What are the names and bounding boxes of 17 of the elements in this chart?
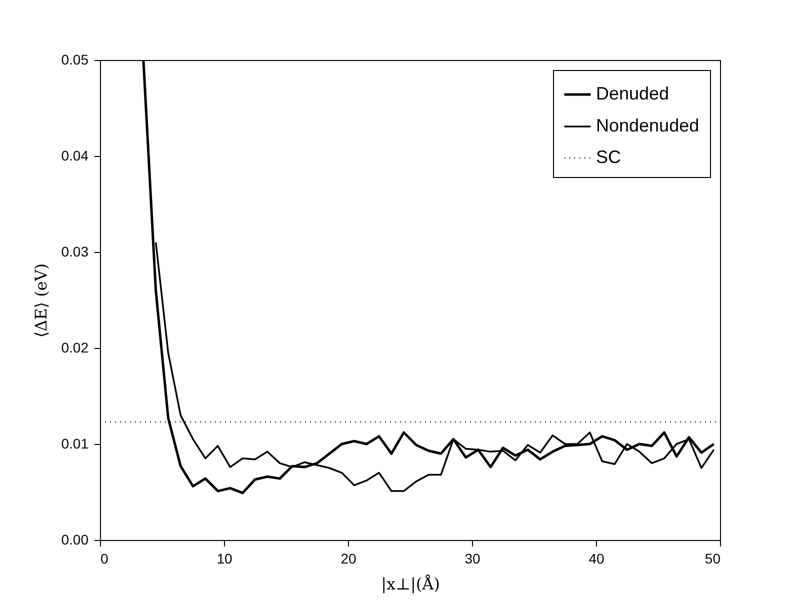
legend-label: Nondenuded: [596, 116, 700, 136]
y-tick-label: 0.01: [61, 436, 89, 452]
x-tick-label: 10: [216, 550, 232, 566]
x-tick-label: 20: [340, 550, 356, 566]
y-axis-title: ⟨ΔE⟩ (eV): [31, 263, 50, 338]
y-tick-label: 0.00: [61, 532, 89, 548]
legend-label: SC: [596, 147, 622, 167]
y-tick-label: 0.05: [61, 52, 89, 68]
y-tick-label: 0.04: [61, 148, 89, 164]
y-tick-label: 0.02: [61, 340, 89, 356]
x-axis-title: |x⊥|(Å): [381, 574, 440, 594]
y-tick-label: 0.03: [61, 244, 89, 260]
x-tick-label: 40: [588, 550, 604, 566]
x-tick-label: 50: [704, 550, 721, 566]
x-tick-label: 30: [464, 550, 480, 566]
x-tick-label: 0: [100, 550, 108, 566]
legend-label: Denuded: [596, 84, 670, 104]
